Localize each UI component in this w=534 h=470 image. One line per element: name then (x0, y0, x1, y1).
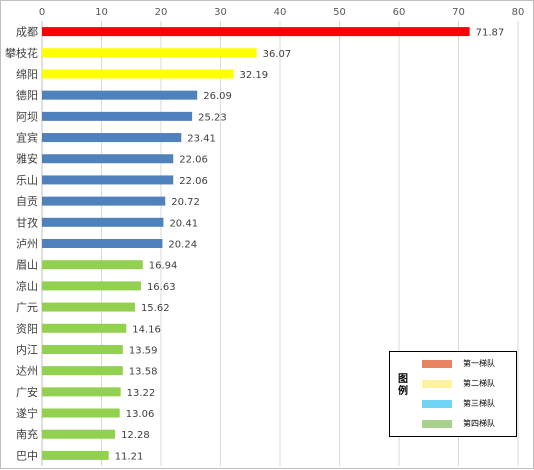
category-label: 甘孜 (16, 215, 38, 229)
legend-swatch-tier-4 (422, 420, 452, 428)
legend-label-tier-4: 第四梯队 (463, 419, 495, 428)
value-label: 12.28 (121, 430, 150, 441)
x-tick-label: 0 (39, 7, 45, 18)
value-label: 22.06 (179, 176, 208, 187)
value-label: 13.22 (127, 388, 156, 399)
bar (42, 344, 123, 354)
value-label: 13.59 (129, 345, 158, 356)
x-tick-label: 70 (452, 7, 465, 18)
bar (42, 69, 234, 79)
x-tick-label: 60 (393, 7, 406, 18)
category-label: 宜宾 (16, 131, 38, 145)
category-label: 绵阳 (16, 67, 38, 81)
bar (42, 217, 164, 227)
category-label: 眉山 (16, 259, 38, 272)
value-label: 13.06 (126, 409, 155, 420)
category-label: 达州 (16, 365, 38, 378)
legend-swatch-tier-2 (422, 380, 452, 388)
category-label: 凉山 (16, 279, 38, 293)
value-label: 11.21 (115, 451, 144, 462)
bar (42, 366, 123, 376)
value-label: 20.24 (168, 240, 197, 251)
value-label: 22.06 (179, 155, 208, 166)
legend-swatch-tier-1 (422, 360, 452, 368)
legend-title: 图例 (398, 374, 408, 397)
bar (42, 323, 127, 333)
value-label: 26.09 (203, 91, 232, 102)
category-label: 雅安 (16, 152, 38, 166)
value-label: 71.87 (476, 28, 505, 39)
bar (42, 196, 166, 206)
x-tick-label: 10 (95, 7, 108, 18)
bar (42, 48, 257, 58)
x-tick-label: 50 (333, 7, 346, 18)
category-label: 南充 (16, 427, 38, 441)
value-label: 36.07 (263, 49, 292, 60)
value-label: 23.41 (187, 134, 216, 145)
category-label: 巴中 (16, 449, 38, 462)
bar (42, 175, 174, 185)
category-label: 乐山 (16, 174, 38, 187)
x-tick-label: 20 (155, 7, 168, 18)
legend-swatch-tier-3 (422, 400, 452, 408)
value-label: 15.62 (141, 303, 170, 314)
category-label: 广安 (16, 385, 38, 399)
category-label: 攀枝花 (5, 46, 38, 60)
category-label: 阿坝 (16, 109, 38, 123)
value-label: 13.58 (129, 367, 158, 378)
bar (42, 408, 120, 418)
category-label: 内江 (16, 342, 38, 356)
legend-label-tier-2: 第二梯队 (463, 379, 495, 388)
value-label: 20.72 (171, 197, 200, 208)
bar (42, 27, 470, 37)
legend-label-tier-3: 第三梯队 (463, 399, 495, 408)
bar (42, 133, 182, 143)
bar (42, 302, 135, 312)
bar (42, 90, 198, 100)
category-label: 德阳 (16, 88, 38, 102)
value-label: 25.23 (198, 112, 227, 123)
bar (42, 281, 141, 291)
category-label: 广元 (16, 301, 38, 314)
bar (42, 260, 143, 270)
bar (42, 239, 163, 248)
category-label: 遂宁 (16, 406, 38, 420)
x-tick-label: 40 (274, 7, 287, 18)
value-label: 20.41 (169, 218, 198, 229)
category-label: 泸州 (16, 238, 38, 251)
category-label: 资阳 (16, 322, 38, 335)
legend-label-tier-1: 第一梯队 (463, 359, 495, 368)
category-label: 成都 (16, 26, 38, 39)
bar (42, 387, 121, 397)
bar (42, 450, 109, 460)
bar (42, 154, 174, 164)
x-tick-label: 80 (512, 7, 525, 18)
x-tick-label: 30 (214, 7, 227, 18)
category-label: 自贡 (16, 195, 38, 208)
bar (42, 111, 193, 121)
bar (42, 429, 116, 439)
value-label: 16.63 (147, 282, 176, 293)
value-label: 14.16 (132, 324, 161, 335)
legend: 图例 第一梯队 第二梯队 第三梯队 第四梯队 (389, 351, 517, 437)
value-label: 16.94 (149, 261, 178, 272)
value-label: 32.19 (240, 70, 269, 81)
